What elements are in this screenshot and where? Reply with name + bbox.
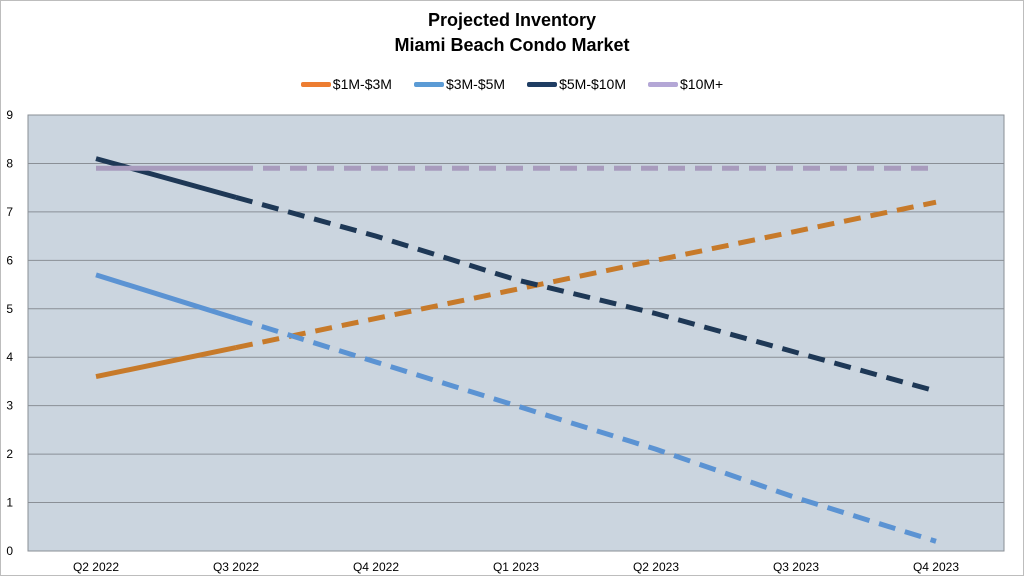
x-tick-label-5: Q3 2023 xyxy=(773,560,819,574)
x-tick-label-4: Q2 2023 xyxy=(633,560,679,574)
series-line-actual-2 xyxy=(95,156,237,200)
series-line-actual-0 xyxy=(95,345,237,380)
x-tick-label-6: Q4 2023 xyxy=(913,560,959,574)
series-line-actual-1 xyxy=(95,272,237,321)
legend-item-10m-plus: $10M+ xyxy=(648,76,723,92)
chart-title-line-1: Projected Inventory xyxy=(427,10,597,30)
legend-label-1m-3m: $1M-$3M xyxy=(332,76,392,92)
y-tick-label-1: 1 xyxy=(6,496,13,510)
legend-item-5m-10m: $5M-$10M xyxy=(527,76,626,92)
chart-title-line-2: Miami Beach Condo Market xyxy=(394,35,630,55)
plot-area xyxy=(28,115,1004,551)
legend-swatch-10m-plus xyxy=(648,81,678,87)
series-line-projected-2 xyxy=(235,194,937,394)
series-line-projected-0 xyxy=(235,199,937,350)
y-tick-label-4: 4 xyxy=(6,350,13,364)
x-tick-label-1: Q3 2022 xyxy=(213,560,259,574)
legend-swatch-3m-5m xyxy=(413,81,444,87)
y-tick-label-6: 6 xyxy=(6,253,13,267)
x-tick-label-0: Q2 2022 xyxy=(73,560,119,574)
legend-label-10m-plus: $10M+ xyxy=(680,76,724,92)
legend-label-5m-10m: $5M-$10M xyxy=(559,76,626,92)
y-tick-label-8: 8 xyxy=(6,156,13,170)
legend-item-1m-3m: $1M-$3M xyxy=(300,76,392,92)
y-tick-label-9: 9 xyxy=(6,108,13,122)
chart-title: Projected Inventory Miami Beach Condo Ma… xyxy=(0,8,1024,58)
y-tick-label-5: 5 xyxy=(6,302,13,316)
y-tick-label-2: 2 xyxy=(6,447,13,461)
plot-border xyxy=(27,114,1005,552)
y-tick-label-0: 0 xyxy=(6,544,13,558)
legend-label-3m-5m: $3M-$5M xyxy=(445,76,506,92)
chart-legend: $1M-$3M $3M-$5M $5M-$10M $10M+ xyxy=(0,76,1024,92)
legend-swatch-1m-3m xyxy=(300,81,331,87)
y-tick-label-3: 3 xyxy=(6,399,13,413)
series-line-projected-1 xyxy=(235,316,937,544)
legend-swatch-5m-10m xyxy=(527,81,558,87)
x-tick-label-3: Q1 2023 xyxy=(493,560,539,574)
legend-item-3m-5m: $3M-$5M xyxy=(413,76,506,92)
x-tick-label-2: Q4 2022 xyxy=(353,560,399,574)
y-tick-label-7: 7 xyxy=(6,205,13,219)
